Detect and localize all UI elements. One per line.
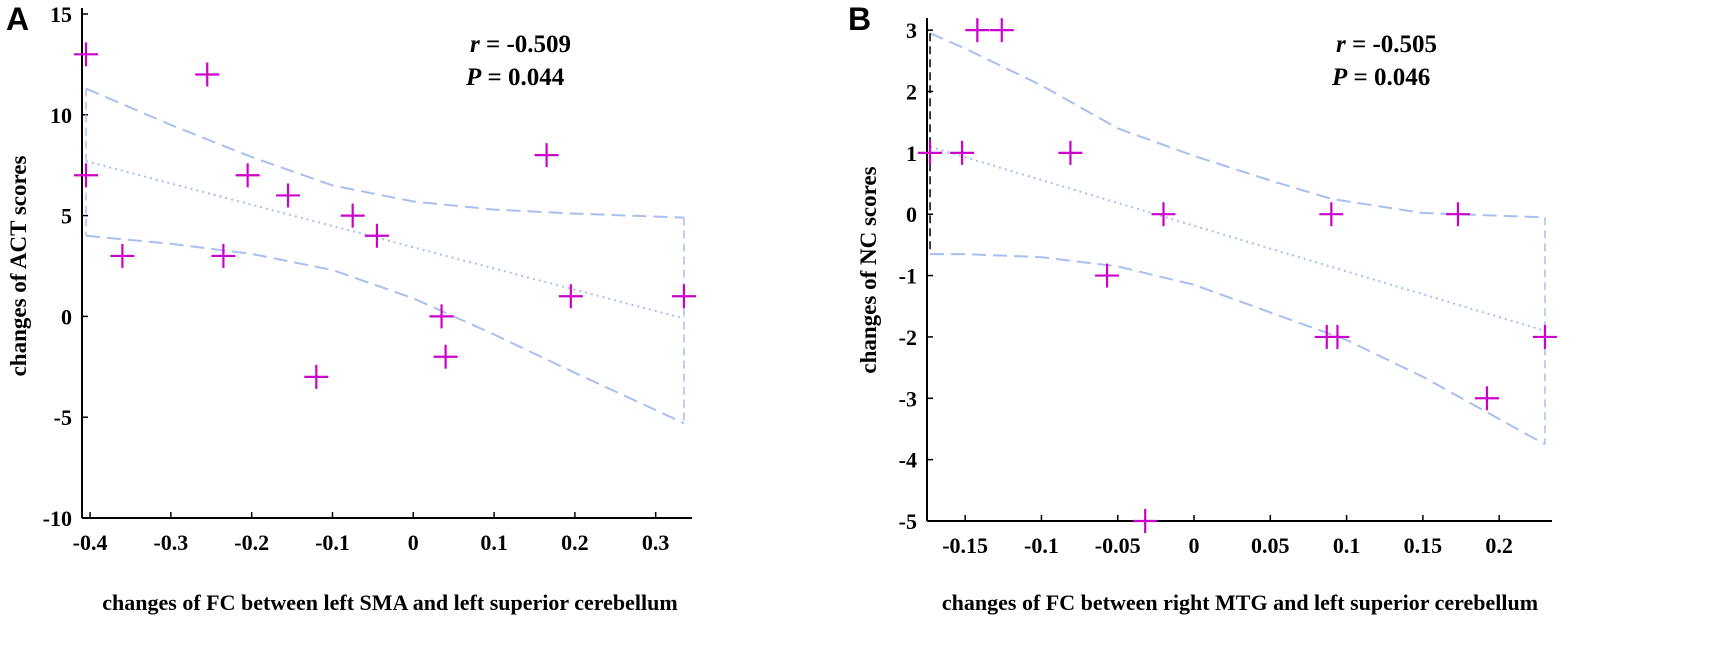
stat-p: P = 0.044: [465, 64, 565, 91]
stat-r: r = -0.505: [1336, 31, 1437, 58]
data-point: [74, 163, 99, 188]
panel-letter: B: [848, 1, 871, 37]
stat-p-value: = 0.046: [1347, 64, 1430, 91]
y-tick-label: -10: [43, 506, 72, 531]
stat-p-symbol: P: [1331, 64, 1348, 91]
data-point: [1474, 386, 1499, 411]
x-tick-label: 0.2: [561, 530, 589, 555]
y-tick-label: 3: [906, 18, 917, 43]
panel-letter: A: [6, 1, 29, 37]
x-tick-label: -0.15: [942, 533, 988, 558]
x-tick-label: 0: [1189, 533, 1200, 558]
x-tick-label: -0.3: [153, 530, 188, 555]
y-tick-label: 0: [61, 304, 72, 329]
data-point: [1319, 202, 1344, 227]
data-point: [429, 304, 454, 329]
data-point: [1133, 509, 1158, 533]
data-point: [235, 163, 260, 188]
data-point: [1445, 202, 1470, 227]
data-point: [211, 243, 236, 268]
x-axis-label: changes of FC between right MTG and left…: [942, 590, 1538, 615]
x-tick-label: -0.1: [1024, 533, 1059, 558]
data-point: [989, 18, 1014, 43]
x-tick-label: 0.1: [480, 530, 508, 555]
data-point: [558, 284, 583, 309]
y-tick-label: 1: [906, 141, 917, 166]
y-tick-label: 5: [61, 204, 72, 229]
data-point: [74, 42, 99, 67]
data-point: [340, 203, 365, 228]
y-tick-label: -5: [899, 509, 917, 534]
x-tick-label: -0.1: [315, 530, 350, 555]
x-tick-label: 0.15: [1404, 533, 1443, 558]
panel-a: A -10 -5 0 5 10 15 -0.4 -0.3 -0.2 -0.1 0 0.1 0.2 0.3 ch…: [6, 1, 696, 615]
ci-upper-curve: [929, 32, 1545, 219]
data-point: [1058, 140, 1083, 165]
x-tick-label: 0.3: [642, 530, 670, 555]
data-point: [195, 62, 220, 87]
data-point: [1325, 324, 1350, 349]
ci-upper-curve: [85, 87, 685, 219]
panel-b: B -5 -4 -3 -2 -1 0 1 2 3 -0.15 -0.1 -0.05 0 0.05 0.1 0.1…: [848, 1, 1557, 615]
stat-r-symbol: r: [1336, 31, 1346, 58]
data-point: [950, 140, 975, 165]
x-tick-label: -0.05: [1095, 533, 1141, 558]
x-tick-label: 0.2: [1485, 533, 1513, 558]
data-point: [671, 284, 696, 309]
data-point: [1095, 263, 1120, 288]
y-tick-label: -5: [54, 405, 72, 430]
stat-r-symbol: r: [470, 31, 480, 58]
data-point: [965, 18, 990, 43]
regression-line: [85, 160, 685, 320]
stat-r-value: = -0.509: [480, 31, 571, 58]
data-point: [110, 243, 135, 268]
y-tick-label: -4: [899, 448, 917, 473]
x-tick-label: 0.05: [1251, 533, 1290, 558]
ci-lower-curve: [930, 253, 1546, 446]
data-point: [1151, 202, 1176, 227]
y-axis-label: changes of ACT scores: [6, 156, 31, 377]
ci-lower-curve: [85, 234, 685, 425]
stat-p: P = 0.046: [1331, 64, 1430, 91]
y-axis-label: changes of NC scores: [856, 166, 881, 373]
data-point: [364, 223, 389, 248]
y-tick-label: -3: [899, 386, 917, 411]
data-point: [304, 364, 329, 389]
data-point: [433, 344, 458, 369]
x-axis-label: changes of FC between left SMA and left …: [102, 590, 677, 615]
y-tick-label: -2: [899, 325, 917, 350]
y-tick-label: -1: [899, 264, 917, 289]
x-tick-label: 0.1: [1333, 533, 1361, 558]
data-point: [1532, 324, 1557, 349]
stat-p-symbol: P: [465, 64, 482, 91]
y-tick-label: 10: [50, 103, 72, 128]
data-point: [276, 183, 301, 208]
x-tick-label: 0: [408, 530, 419, 555]
y-tick-label: 15: [50, 2, 72, 27]
stat-r-value: = -0.505: [1346, 31, 1437, 58]
stat-p-value: = 0.044: [481, 64, 564, 91]
data-point: [534, 143, 559, 168]
regression-line: [929, 145, 1546, 332]
x-tick-label: -0.2: [234, 530, 269, 555]
y-tick-label: 0: [906, 202, 917, 227]
stat-r: r = -0.509: [470, 31, 571, 58]
y-tick-label: 2: [906, 79, 917, 104]
data-point: [918, 140, 943, 165]
x-tick-label: -0.4: [73, 530, 108, 555]
